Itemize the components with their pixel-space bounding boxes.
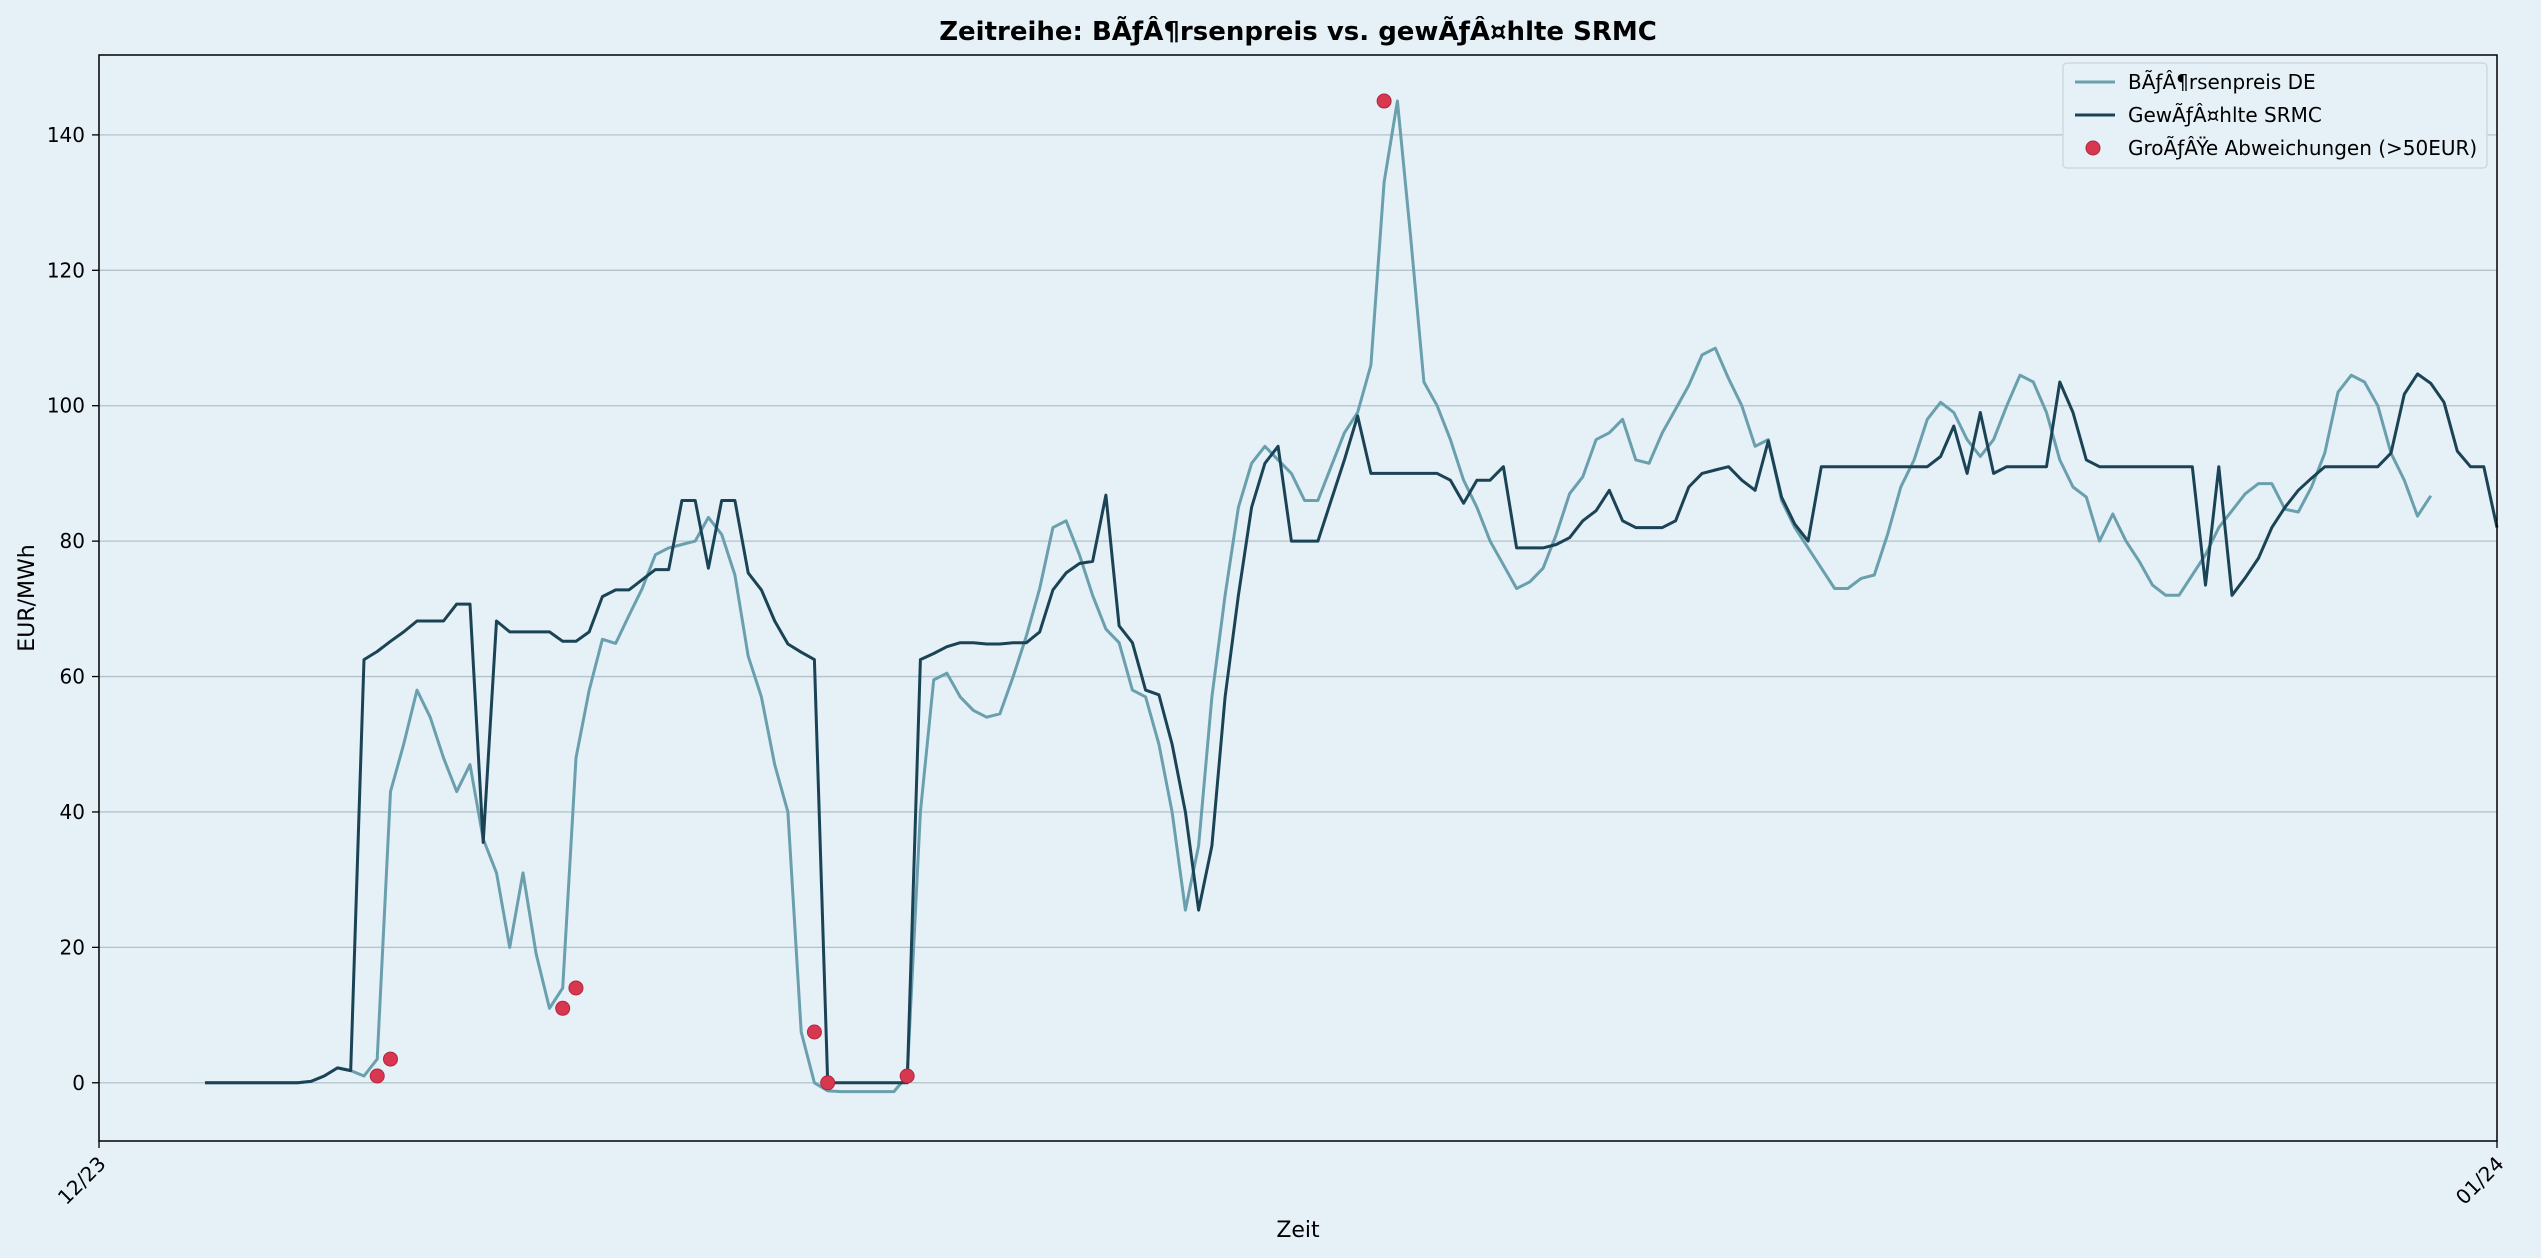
y-tick-label-5: 100 (47, 394, 85, 418)
y-tick-label-3: 60 (60, 665, 85, 689)
deviation-point-5 (820, 1075, 836, 1091)
highlight-points (369, 93, 1392, 1091)
deviation-point-7 (1376, 93, 1392, 109)
legend-label-0: BÃƒÂ¶rsenpreis DE (2128, 70, 2316, 94)
grid-lines (99, 134, 2497, 1084)
plot-frame (98, 54, 2498, 1142)
y-tick-label-1: 20 (60, 935, 85, 959)
deviation-point-1 (382, 1051, 398, 1067)
y-tick-label-2: 40 (60, 800, 85, 824)
plot-area (99, 55, 2497, 1141)
x-axis-label: Zeit (1276, 1218, 1320, 1243)
legend-dot-marker (2085, 140, 2101, 156)
y-tick-label-0: 0 (72, 1071, 85, 1095)
legend: BÃƒÂ¶rsenpreis DE GewÃƒÂ¤hlte SRMC GroÃƒ… (2062, 62, 2488, 169)
legend-label-2: GroÃƒÂŸe Abweichungen (>50EUR) (2128, 136, 2477, 160)
legend-box (2062, 62, 2488, 169)
deviation-point-2 (555, 1000, 571, 1016)
y-axis-label: EUR/MWh (15, 544, 40, 651)
deviation-point-3 (568, 980, 584, 996)
deviation-point-4 (806, 1024, 822, 1040)
y-axis: 0 20 40 60 80 100 120 140 (47, 123, 99, 1095)
series-line-1 (205, 372, 2499, 1085)
series-layer (205, 99, 2499, 1094)
y-tick-label-6: 120 (47, 258, 85, 282)
legend-label-1: GewÃƒÂ¤hlte SRMC (2128, 103, 2322, 127)
deviation-point-6 (899, 1068, 915, 1084)
y-tick-label-4: 80 (60, 529, 85, 553)
deviation-point-0 (369, 1068, 385, 1084)
y-tick-label-7: 140 (47, 123, 85, 147)
chart-title: Zeitreihe: BÃƒÂ¶rsenpreis vs. gewÃƒÂ¤hlt… (939, 15, 1657, 47)
series-line-0 (205, 99, 2433, 1094)
